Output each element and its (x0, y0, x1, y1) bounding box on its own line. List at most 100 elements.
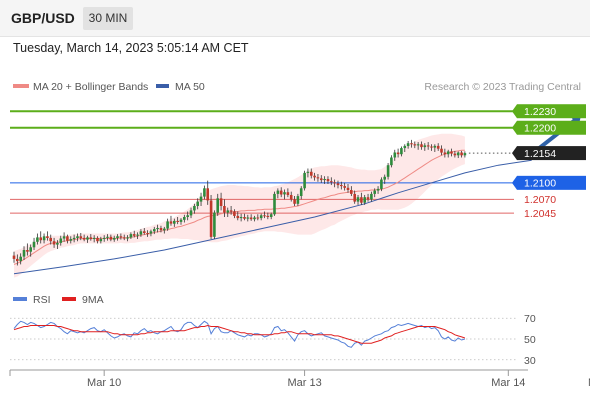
candle-up (156, 228, 159, 230)
currency-pair-title: GBP/USD (11, 10, 75, 26)
candle-up (400, 148, 403, 155)
x-axis-ticks: Mar 10 Mar 13 Mar 14 Mar 23 (87, 370, 590, 389)
candle-down (26, 250, 29, 252)
rsi-ma-line (13, 324, 466, 344)
level-label-4: 1.2070 (524, 194, 556, 206)
candle-down (243, 217, 246, 219)
candle-up (173, 220, 176, 224)
candle-down (430, 146, 433, 148)
candle-down (350, 190, 353, 194)
candle-down (16, 258, 19, 262)
candle-down (206, 188, 209, 201)
candle-up (29, 247, 32, 252)
level-label-2: 1.2154 (524, 148, 556, 160)
candle-up (86, 237, 89, 240)
candle-down (119, 236, 123, 238)
candle-up (403, 145, 407, 149)
candle-down (79, 236, 83, 238)
candle-down (436, 145, 440, 149)
candle-down (326, 179, 330, 182)
candle-up (32, 241, 36, 248)
candle-up (239, 217, 243, 219)
candle-down (176, 220, 179, 222)
candle-down (233, 211, 236, 216)
candle-down (122, 237, 126, 239)
candle-up (183, 217, 186, 220)
candle-up (276, 190, 280, 194)
candle-up (416, 144, 420, 146)
candle-up (323, 179, 326, 181)
candle-up (406, 143, 410, 146)
level-label-pointer-3 (512, 175, 517, 190)
candle-up (19, 256, 22, 262)
level-label-1: 1.2200 (524, 123, 556, 135)
candle-up (112, 237, 116, 240)
ma20-legend-swatch (13, 84, 29, 88)
candle-up (246, 217, 250, 219)
ma20-line (13, 149, 465, 265)
interval-button[interactable]: 30 MIN (83, 7, 133, 30)
candle-up (269, 214, 273, 217)
candle-up (296, 196, 300, 204)
candle-down (460, 152, 463, 156)
candle-up (193, 206, 196, 211)
level-label-5: 1.2045 (524, 208, 556, 220)
candle-down (223, 206, 226, 213)
candle-up (42, 236, 46, 241)
candle-area: 1.2230 1.2200 1.2154 1.2100 1.2070 1.2045 (10, 104, 586, 278)
candle-down (143, 231, 146, 233)
candle-up (299, 188, 303, 196)
candle-up (126, 237, 129, 239)
candle-down (426, 145, 430, 147)
candle-up (92, 237, 96, 239)
x-tick-label: Mar 10 (87, 377, 121, 389)
rsi-panel: 70 50 30 (10, 313, 536, 367)
candle-down (443, 152, 447, 155)
candle-down (236, 215, 240, 219)
ma50-legend-label: MA 50 (175, 81, 205, 93)
x-tick-label: Mar 14 (491, 377, 525, 389)
candle-down (420, 144, 423, 148)
candle-up (149, 231, 153, 234)
candle-up (213, 212, 216, 237)
candle-down (353, 193, 356, 202)
candle-up (56, 242, 59, 245)
candle-down (279, 190, 283, 195)
credit-text: Research © 2023 Trading Central (424, 81, 581, 93)
candle-down (159, 228, 163, 231)
candle-down (89, 237, 93, 240)
candle-down (410, 143, 413, 145)
candle-down (66, 236, 69, 241)
candle-down (169, 221, 173, 224)
level-label-pointer-2 (512, 146, 517, 161)
candle-down (286, 192, 290, 195)
candle-down (346, 187, 350, 190)
level-label-0: 1.2230 (524, 106, 556, 118)
ma50-line (13, 159, 532, 275)
candle-up (363, 197, 366, 203)
candle-up (116, 236, 119, 238)
level-label-pointer-1 (512, 120, 517, 135)
candle-down (310, 171, 313, 176)
candle-up (383, 176, 386, 180)
candle-up (216, 198, 219, 213)
top-bar: GBP/USD 30 MIN (0, 0, 590, 37)
candle-up (390, 157, 393, 166)
rsi-legend-label: RSI (33, 294, 51, 306)
candle-down (52, 241, 56, 245)
candle-up (36, 237, 39, 242)
rsi-ma-legend-label: 9MA (82, 294, 104, 306)
candle-up (196, 201, 199, 206)
candle-up (99, 239, 103, 242)
candle-up (433, 145, 437, 148)
candle-up (186, 215, 189, 217)
candle-down (320, 178, 323, 181)
candle-up (76, 236, 79, 238)
candle-down (336, 183, 340, 186)
level-label-3: 1.2100 (524, 178, 556, 190)
candle-down (293, 199, 296, 204)
candle-up (189, 210, 193, 216)
candle-down (109, 236, 113, 240)
candle-up (22, 250, 26, 257)
